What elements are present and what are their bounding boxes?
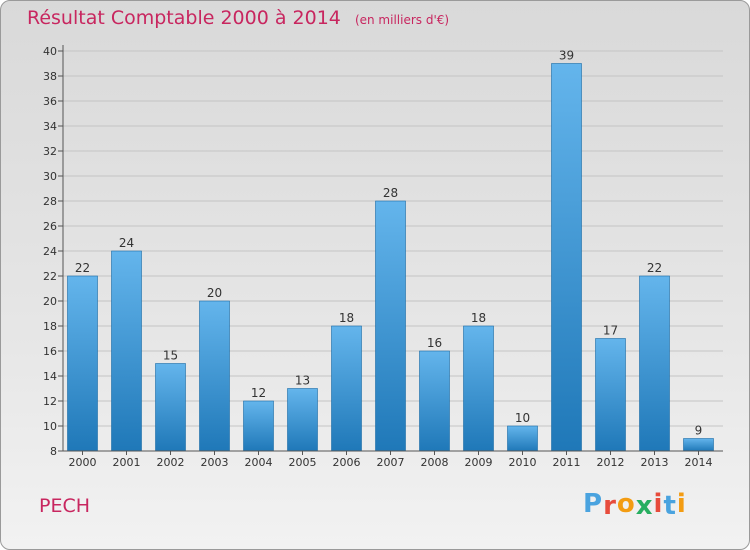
value-label: 20: [207, 286, 222, 300]
bar: [683, 438, 714, 452]
value-label: 28: [383, 186, 398, 200]
bar: [463, 325, 494, 452]
x-tick-label: 2003: [201, 456, 229, 469]
y-tick-label: 8: [50, 445, 57, 458]
value-label: 18: [339, 311, 354, 325]
value-label: 12: [251, 386, 266, 400]
y-tick-label: 24: [43, 245, 57, 258]
chart-title: Résultat Comptable 2000 à 2014: [27, 7, 341, 29]
bar: [331, 325, 362, 452]
bar: [287, 388, 318, 452]
x-tick-label: 2006: [333, 456, 361, 469]
y-tick-label: 38: [43, 70, 57, 83]
logo-letter: i: [676, 489, 687, 519]
logo-letter: i: [653, 489, 664, 519]
logo-letter: r: [603, 491, 617, 521]
y-tick-label: 28: [43, 195, 57, 208]
bar: [375, 200, 406, 452]
x-tick-label: 2000: [69, 456, 97, 469]
y-tick-label: 14: [43, 370, 57, 383]
value-label: 10: [515, 411, 530, 425]
x-tick-label: 2008: [421, 456, 449, 469]
bar: [595, 338, 626, 452]
x-tick-label: 2012: [597, 456, 625, 469]
x-tick-label: 2014: [685, 456, 713, 469]
chart-title-block: Résultat Comptable 2000 à 2014 (en milli…: [27, 7, 449, 29]
x-tick-label: 2011: [553, 456, 581, 469]
x-tick-label: 2009: [465, 456, 493, 469]
bar-layer: 22 24 15 20 12 13 18 28 16 18 10 39 17 22 9: [67, 49, 714, 452]
bar: [507, 425, 538, 452]
value-label: 22: [647, 261, 662, 275]
axis-layer: 8 10 12 14 16 18 20 22 24 26 28 30 32 34 36 38 40 2000 200…: [43, 45, 723, 469]
commune-name: PECH: [39, 495, 91, 517]
y-tick-label: 20: [43, 295, 57, 308]
value-label: 13: [295, 374, 310, 388]
x-tick-label: 2004: [245, 456, 273, 469]
y-tick-label: 16: [43, 345, 57, 358]
x-tick-label: 2013: [641, 456, 669, 469]
bar: [243, 400, 274, 452]
bar: [419, 350, 450, 452]
bar: [155, 363, 186, 452]
proxiti-logo: Proxiti: [583, 489, 687, 521]
x-tick-label: 2010: [509, 456, 537, 469]
y-tick-label: 30: [43, 170, 57, 183]
value-label: 9: [695, 424, 703, 438]
value-label: 39: [559, 49, 574, 63]
value-label: 17: [603, 324, 618, 338]
value-label: 24: [119, 236, 134, 250]
y-tick-label: 12: [43, 395, 57, 408]
y-tick-label: 22: [43, 270, 57, 283]
x-tick-label: 2001: [113, 456, 141, 469]
x-tick-label: 2002: [157, 456, 185, 469]
y-tick-label: 36: [43, 95, 57, 108]
y-tick-label: 34: [43, 120, 57, 133]
x-tick-label: 2005: [289, 456, 317, 469]
value-label: 16: [427, 336, 442, 350]
logo-letter: o: [616, 489, 636, 519]
bar: [67, 275, 98, 452]
y-tick-label: 26: [43, 220, 57, 233]
chart-subtitle: (en milliers d'€): [354, 13, 450, 27]
value-label: 15: [163, 349, 178, 363]
y-tick-label: 10: [43, 420, 57, 433]
y-tick-label: 32: [43, 145, 57, 158]
value-label: 22: [75, 261, 90, 275]
value-label: 18: [471, 311, 486, 325]
logo-letter: x: [635, 491, 654, 521]
logo-letter: P: [583, 489, 604, 519]
y-tick-label: 18: [43, 320, 57, 333]
bar: [111, 250, 142, 452]
bar: [199, 300, 230, 452]
y-tick-label: 40: [43, 45, 57, 58]
logo-letter: t: [663, 491, 677, 521]
bar: [551, 63, 582, 452]
x-tick-label: 2007: [377, 456, 405, 469]
bar: [639, 275, 670, 452]
